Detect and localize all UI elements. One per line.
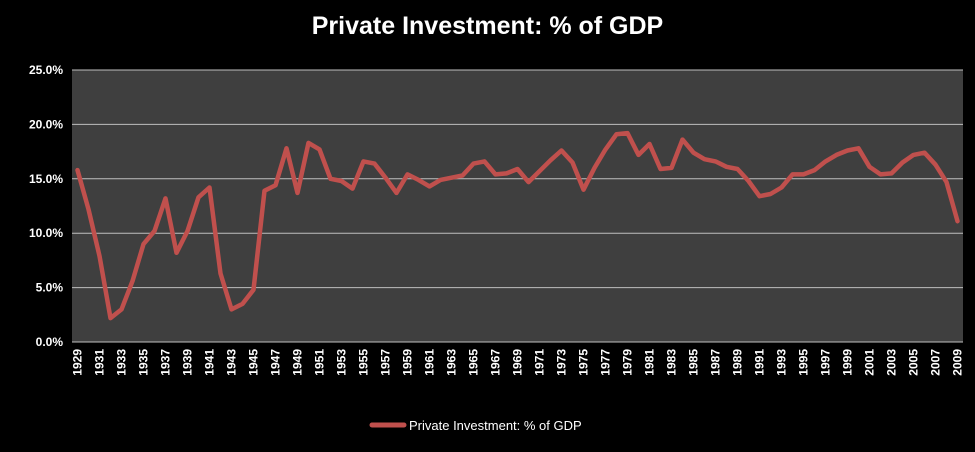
x-tick-label: 2001	[863, 349, 877, 376]
x-tick-label: 1995	[797, 349, 811, 376]
x-tick-label: 1961	[423, 349, 437, 376]
x-tick-label: 1959	[401, 349, 415, 376]
x-tick-label: 2007	[929, 349, 943, 376]
x-axis: 1929 1931 1933 1935 1937 1939 1941 1943 1945 1947…	[71, 341, 965, 376]
legend: Private Investment: % of GDP	[369, 418, 582, 433]
x-tick-label: 1973	[555, 349, 569, 376]
x-tick-label: 1989	[731, 349, 745, 376]
x-tick-label: 1993	[775, 349, 789, 376]
x-tick-label: 1951	[313, 349, 327, 376]
x-tick-label: 1945	[247, 349, 261, 376]
x-tick-label: 2003	[885, 349, 899, 376]
x-tick-label: 1937	[159, 349, 173, 376]
x-tick-label: 1981	[643, 349, 657, 376]
y-tick-label: 5.0%	[36, 281, 64, 295]
x-tick-label: 1967	[489, 349, 503, 376]
x-tick-label: 1977	[599, 349, 613, 376]
x-tick-label: 1955	[357, 349, 371, 376]
x-tick-label: 1935	[137, 349, 151, 376]
y-tick-label: 15.0%	[29, 172, 63, 186]
chart-title: Private Investment: % of GDP	[311, 12, 664, 40]
x-tick-label: 1949	[291, 349, 305, 376]
x-tick-label: 1957	[379, 349, 393, 376]
x-tick-label: 1997	[819, 349, 833, 376]
x-tick-label: 1965	[467, 349, 481, 376]
x-tick-label: 1929	[71, 349, 85, 376]
x-tick-label: 1987	[709, 349, 723, 376]
grid-lines	[72, 69, 963, 289]
x-tick-label: 1991	[753, 349, 767, 376]
y-tick-label: 25.0%	[29, 63, 63, 77]
y-tick-label: 20.0%	[29, 117, 63, 131]
x-tick-label: 1999	[841, 349, 855, 376]
x-tick-label: 1931	[93, 349, 107, 376]
x-tick-label: 1983	[665, 349, 679, 376]
x-tick-label: 1943	[225, 349, 239, 376]
x-tick-label: 1979	[621, 349, 635, 376]
x-tick-label: 1939	[181, 349, 195, 376]
x-tick-label: 1985	[687, 349, 701, 376]
series-line-private-investment	[75, 130, 960, 321]
plot-area	[72, 70, 963, 342]
x-tick-label: 1953	[335, 349, 349, 376]
x-tick-label: 1975	[577, 349, 591, 376]
x-tick-label: 1947	[269, 349, 283, 376]
y-tick-label: 10.0%	[29, 226, 63, 240]
x-tick-label: 2009	[951, 349, 965, 376]
legend-label: Private Investment: % of GDP	[409, 418, 582, 433]
y-axis: 0.0% 5.0% 10.0% 15.0% 20.0% 25.0%	[29, 63, 63, 349]
x-tick-label: 2005	[907, 349, 921, 376]
y-tick-label: 0.0%	[36, 335, 64, 349]
series-layer	[75, 130, 960, 321]
x-tick-label: 1941	[203, 349, 217, 376]
x-tick-label: 1963	[445, 349, 459, 376]
x-tick-label: 1971	[533, 349, 547, 376]
x-tick-label: 1969	[511, 349, 525, 376]
x-tick-label: 1933	[115, 349, 129, 376]
